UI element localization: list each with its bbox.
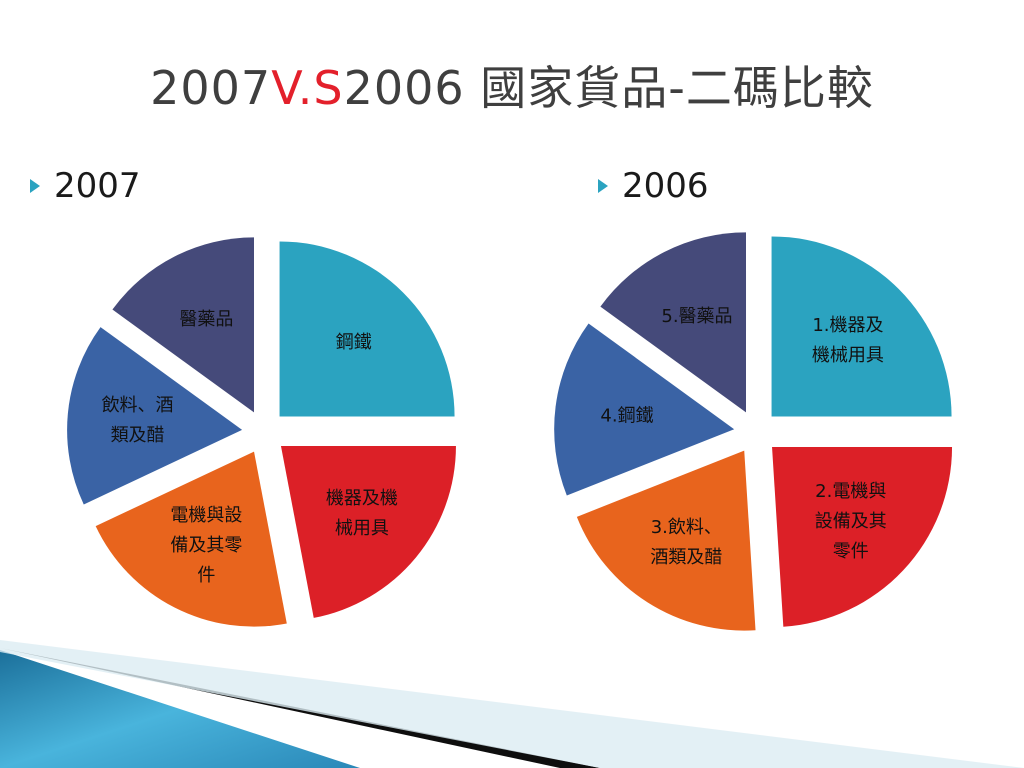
bullet-triangle-icon [598, 179, 608, 193]
pie-2007-label-1-line-1: 鋼鐵 [336, 332, 372, 353]
pie-2006-label-1: 1.機器及機械用具 [812, 315, 884, 366]
pie-2007-label-2-line-2: 械用具 [335, 518, 389, 539]
pie-2006-slice-2 [772, 447, 953, 627]
title-accent: V.S [271, 61, 344, 115]
swoosh-light [0, 640, 1024, 768]
pie-2006-label-3: 3.飲料、酒類及醋 [650, 517, 722, 568]
pie-2007-slice-5 [112, 237, 255, 413]
page-title: 2007V.S2006 國家貨品-二碼比較 [0, 52, 1024, 118]
pie-2006-slice-3 [576, 450, 756, 631]
pie-2007-slice-1 [279, 241, 455, 417]
pie-2006-slice-1 [771, 236, 952, 417]
pie-2007-label-4-line-1: 飲料、酒 [102, 395, 174, 416]
pie-2007-label-5: 醫藥品 [179, 309, 233, 330]
pie-2007-label-4: 飲料、酒類及醋 [102, 395, 174, 446]
pie-2007-slice-3 [95, 451, 287, 627]
pie-2006-label-2-line-3: 零件 [833, 541, 869, 562]
pie-2006-label-1-line-2: 機械用具 [812, 345, 884, 366]
pie-2006-label-3-line-1: 3.飲料、 [651, 517, 722, 538]
pie-2006-label-5-line-1: 5.醫藥品 [661, 306, 732, 327]
pie-2006-label-3-line-2: 酒類及醋 [650, 547, 722, 568]
bullet-label-2006: 2006 [622, 166, 709, 206]
pie-2007-label-3-line-2: 備及其零 [170, 535, 242, 556]
bullet-2006: 2006 [598, 166, 709, 206]
bullet-label-2007: 2007 [54, 166, 141, 206]
pie-2007-slice-2 [280, 446, 456, 618]
swoosh-blue [0, 650, 360, 768]
pie-2006-slice-4 [554, 323, 735, 496]
pie-2007-label-2-line-1: 機器及機 [326, 488, 398, 509]
bullet-triangle-icon [30, 179, 40, 193]
title-part1: 2007 [150, 61, 272, 115]
pie-2006-label-2-line-2: 設備及其 [815, 511, 887, 532]
pie-2007-label-4-line-2: 類及醋 [111, 425, 165, 446]
pie-2007-label-2: 機器及機械用具 [326, 488, 398, 539]
pie-2007-label-3: 電機與設備及其零件 [170, 505, 242, 586]
pie-2007-label-1: 鋼鐵 [336, 332, 372, 353]
title-part2: 2006 國家貨品-二碼比較 [343, 61, 874, 115]
pie-2006-label-2: 2.電機與設備及其零件 [815, 481, 887, 562]
pie-2006-slice-5 [600, 232, 747, 413]
pie-2006-label-2-line-1: 2.電機與 [815, 481, 886, 502]
pie-2006-label-1-line-1: 1.機器及 [812, 315, 883, 336]
pie-2007-slice-4 [67, 327, 243, 505]
pie-2007-label-5-line-1: 醫藥品 [179, 309, 233, 330]
pie-2007-label-3-line-3: 件 [197, 565, 215, 586]
pie-2006-label-4: 4.鋼鐵 [600, 406, 653, 427]
pie-2007-label-3-line-1: 電機與設 [170, 505, 242, 526]
pie-2006-label-4-line-1: 4.鋼鐵 [600, 406, 653, 427]
bullet-2007: 2007 [30, 166, 141, 206]
decorative-swoosh [0, 640, 1024, 768]
pie-2006-label-5: 5.醫藥品 [661, 306, 732, 327]
